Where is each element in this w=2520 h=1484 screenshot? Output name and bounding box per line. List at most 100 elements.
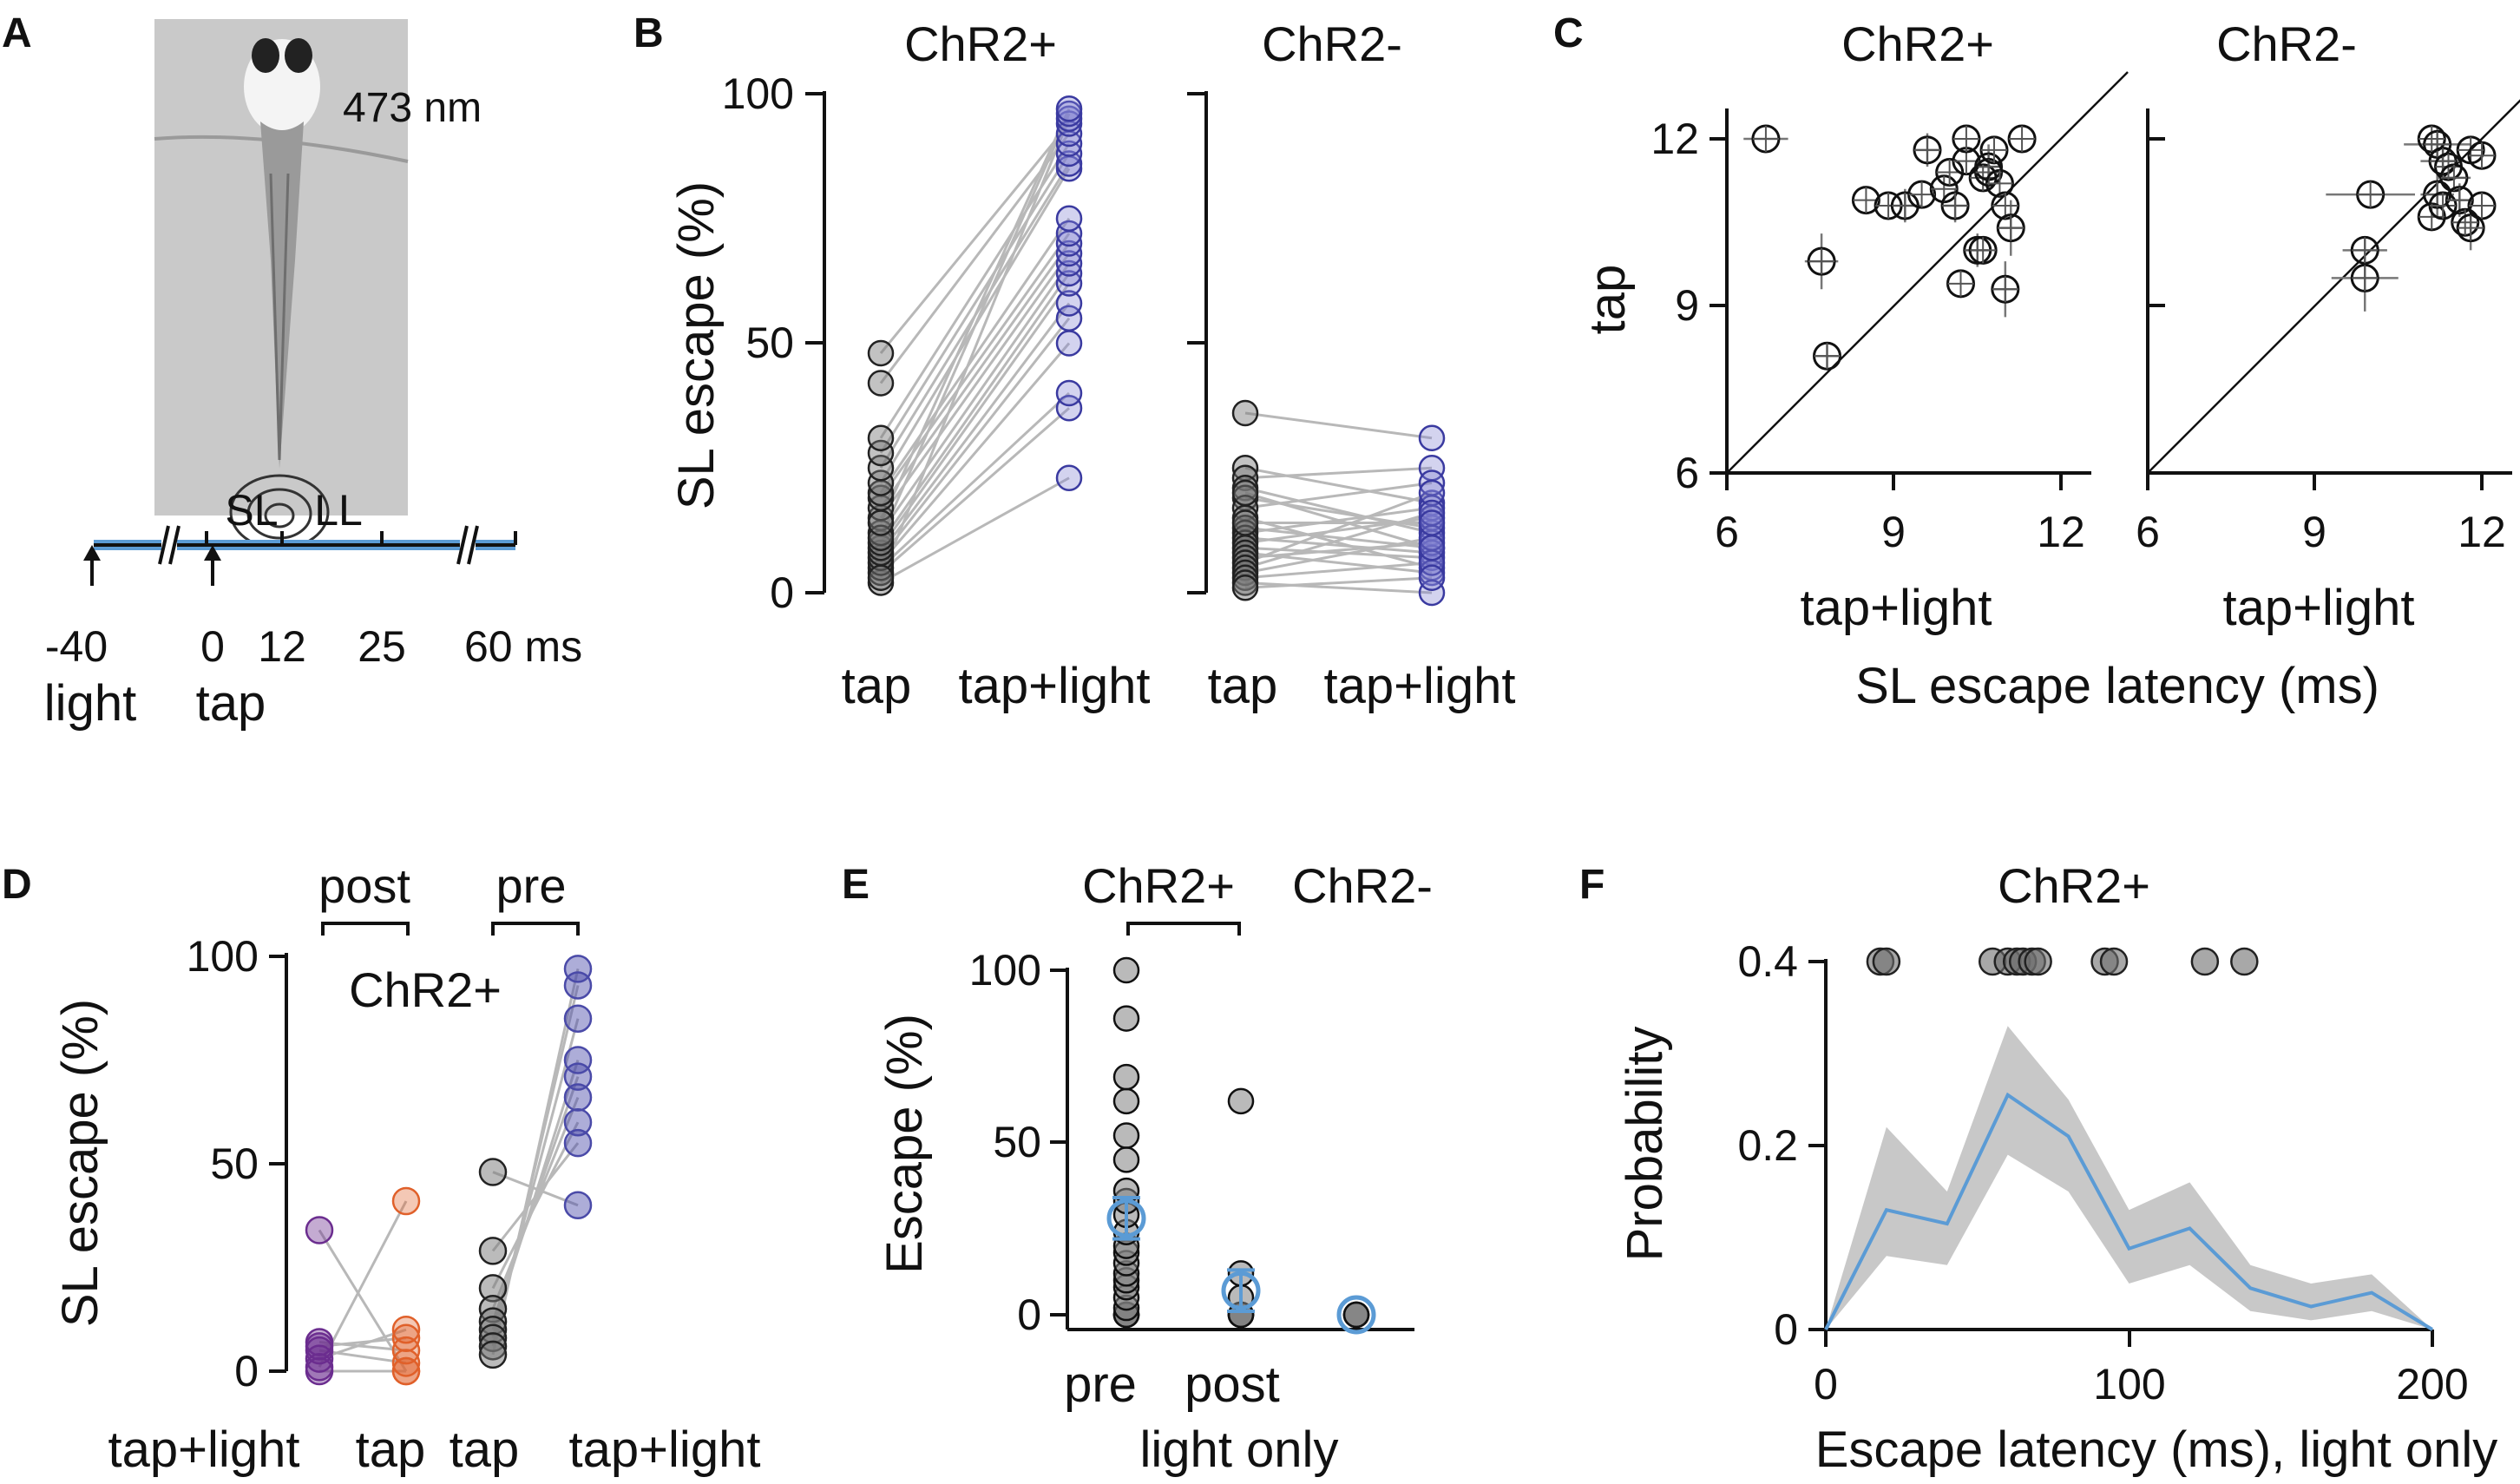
pair-line [879, 217, 1071, 494]
escape-point [1112, 1063, 1140, 1091]
ll-label: LL [314, 486, 363, 535]
c-common-x-label: SL escape latency (ms) [1855, 658, 2379, 714]
post-pair-line [318, 1349, 407, 1364]
tap-light-point [1055, 464, 1083, 491]
d-tick-label-50: 50 [210, 1139, 259, 1188]
pair-line [879, 242, 1071, 509]
tap-light-point [1418, 509, 1446, 536]
c2-xtick-label-9: 9 [2302, 508, 2326, 556]
d-xtick-tap-light-1: tap+light [108, 1422, 300, 1478]
tap-point [867, 339, 895, 367]
tap-point [867, 469, 895, 496]
probability-line [1824, 1092, 2434, 1331]
mean-marker [1336, 1295, 1376, 1335]
c2-xtick-label-6: 6 [2136, 508, 2160, 556]
c-title-chr2-pos: ChR2+ [1841, 16, 1994, 71]
c-xtick-label-12: 12 [2037, 508, 2085, 556]
tap-light-point [1055, 250, 1083, 277]
tap-light-point [1055, 240, 1083, 267]
c-y-axis-label: tap [1579, 265, 1636, 335]
post-tap-light-point [305, 1356, 334, 1386]
b-chr2-pos-plot [867, 95, 1083, 596]
c-xtick-label-6: 6 [1715, 508, 1739, 556]
e-plot [1106, 956, 1376, 1335]
unity-line [2147, 99, 2520, 474]
tap-point [867, 509, 895, 536]
tap-light-point [1055, 395, 1083, 422]
pair-line [1244, 482, 1433, 509]
pre-tap-light-point [563, 1128, 593, 1158]
panel-a: 473 nm SL LL -40 0 12 25 60 ms light tap [44, 19, 582, 732]
post-pair-line [318, 1336, 407, 1348]
escape-point [1112, 1122, 1140, 1149]
post-tap-point [391, 1315, 421, 1344]
d-bracket-pre-label: pre [496, 858, 567, 913]
f-title: ChR2+ [1998, 858, 2150, 913]
tap-light-point [1418, 549, 1446, 576]
pair-line [1244, 536, 1433, 575]
pair-line [1244, 516, 1433, 569]
panel-letter-c: C [1553, 10, 1584, 56]
panel-letter-f: F [1579, 862, 1605, 908]
latency-dot [2024, 947, 2052, 976]
tap-point [1231, 399, 1259, 427]
c2-xtick-label-12: 12 [2458, 508, 2506, 556]
pre-tap-light-point [563, 1107, 593, 1137]
pair-line [879, 262, 1071, 534]
tap-light-point [1055, 205, 1083, 232]
e-y-axis-label: Escape (%) [876, 1014, 933, 1274]
pair-line [879, 302, 1071, 554]
d-title: ChR2+ [349, 962, 502, 1017]
c-ytick-label-9: 9 [1675, 281, 1699, 330]
panel-letter-b: B [633, 10, 664, 56]
e-xtick-pre: pre [1064, 1356, 1137, 1413]
tap-light-point [1055, 259, 1083, 287]
d-xtick-tap-1: tap [356, 1422, 426, 1478]
tap-point [867, 424, 895, 451]
pre-pair-line [492, 1171, 579, 1207]
e-title-chr2-neg: ChR2- [1292, 858, 1433, 913]
tap-light-point [1418, 424, 1446, 451]
b2-xtick-tap: tap [1208, 658, 1278, 714]
f-xtick-label-0: 0 [1814, 1360, 1838, 1408]
b-tick-label-50: 50 [745, 318, 794, 367]
latency-dot [2230, 947, 2259, 976]
pre-tap-point [478, 1237, 508, 1265]
light-event-label: light [44, 675, 136, 732]
e-xtick-post: post [1185, 1356, 1280, 1413]
pair-line [879, 153, 1071, 454]
f-tick-label-04: 0.4 [1737, 937, 1798, 986]
d-bracket-post-label: post [318, 858, 410, 913]
c-chr2-neg-plot [2147, 99, 2520, 474]
panel-d: post pre ChR2+ SL escape (%) 100 50 0 ta… [52, 858, 760, 1478]
time-tick-12: 12 [258, 622, 306, 671]
pre-tap-point [478, 1158, 508, 1186]
mean-marker [1221, 1271, 1261, 1310]
tap-light-point [1055, 150, 1083, 177]
post-pair-line [318, 1341, 407, 1352]
latency-dot [1872, 947, 1901, 976]
pre-tap-light-point [563, 1083, 593, 1112]
post-pair-line [318, 1200, 408, 1368]
tap-light-point [1055, 330, 1083, 357]
b2-xtick-tap-light: tap+light [1324, 658, 1516, 714]
pair-line [1244, 576, 1433, 589]
pair-line [879, 108, 1071, 524]
b-tick-label-0: 0 [770, 568, 794, 617]
d-xtick-tap-2: tap [450, 1422, 520, 1478]
tap-light-point [1055, 140, 1083, 167]
b-title-chr2-neg: ChR2- [1262, 16, 1402, 71]
d-xtick-tap-light-2: tap+light [569, 1422, 761, 1478]
post-tap-point [391, 1186, 421, 1216]
pair-line [879, 317, 1071, 559]
tap-point [1231, 464, 1259, 491]
f-tick-label-0: 0 [1774, 1305, 1798, 1354]
sl-label: SL [225, 486, 278, 535]
c-title-chr2-neg: ChR2- [2216, 16, 2357, 71]
panel-e: ChR2+ ChR2- Escape (%) 100 50 0 pre post… [876, 858, 1433, 1478]
unity-line [1726, 71, 2129, 474]
mean-marker [1106, 1198, 1146, 1238]
b-title-chr2-pos: ChR2+ [904, 16, 1057, 71]
tap-point [867, 455, 895, 482]
pair-line [1244, 561, 1433, 580]
